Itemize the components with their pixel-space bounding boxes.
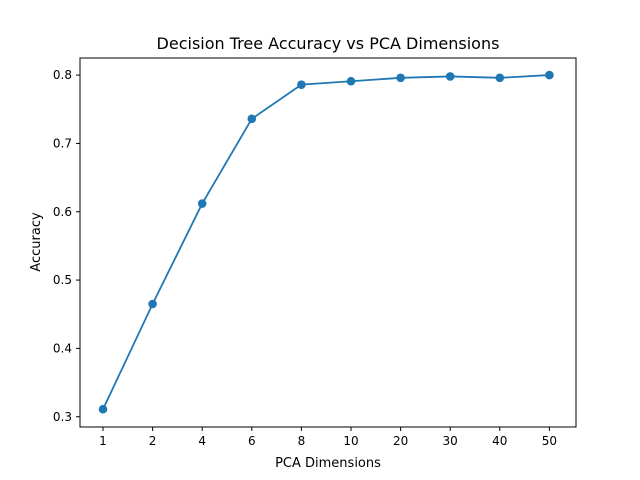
x-tick-label: 4 [198,434,206,448]
y-tick-label: 0.7 [53,136,72,150]
data-point [148,299,157,309]
x-tick-label: 1 [99,434,107,448]
data-point [197,199,207,208]
x-axis-label: PCA Dimensions [275,456,381,471]
data-point [396,73,405,83]
x-axis-ticks: 1 2 4 6 8 10 20 30 40 50 [99,427,557,448]
data-point [445,72,455,81]
data-point [495,73,505,83]
y-axis-ticks: 0.3 0.4 0.5 0.6 0.7 0.8 [53,68,80,424]
series-layer [98,70,554,414]
chart-title: Decision Tree Accuracy vs PCA Dimensions [157,34,500,53]
data-point [346,76,356,86]
x-tick-label: 50 [542,434,557,448]
plot-area [79,57,577,428]
y-tick-label: 0.6 [53,205,72,219]
data-point [545,70,554,80]
x-tick-label: 2 [149,434,157,448]
data-point [98,404,108,414]
plot-frame [79,57,577,428]
y-tick-label: 0.5 [53,273,72,287]
x-tick-label: 40 [492,434,507,448]
x-tick-label: 30 [443,434,458,448]
y-tick-label: 0.3 [53,410,72,424]
x-tick-label: 20 [393,434,408,448]
x-tick-label: 6 [248,434,256,448]
y-tick-label: 0.4 [53,341,72,355]
y-tick-label: 0.8 [53,68,72,82]
data-point [247,114,257,124]
series-line [102,74,550,410]
x-tick-label: 10 [343,434,358,448]
y-axis-label: Accuracy [29,212,44,272]
data-point [297,80,306,89]
x-tick-label: 8 [298,434,306,448]
